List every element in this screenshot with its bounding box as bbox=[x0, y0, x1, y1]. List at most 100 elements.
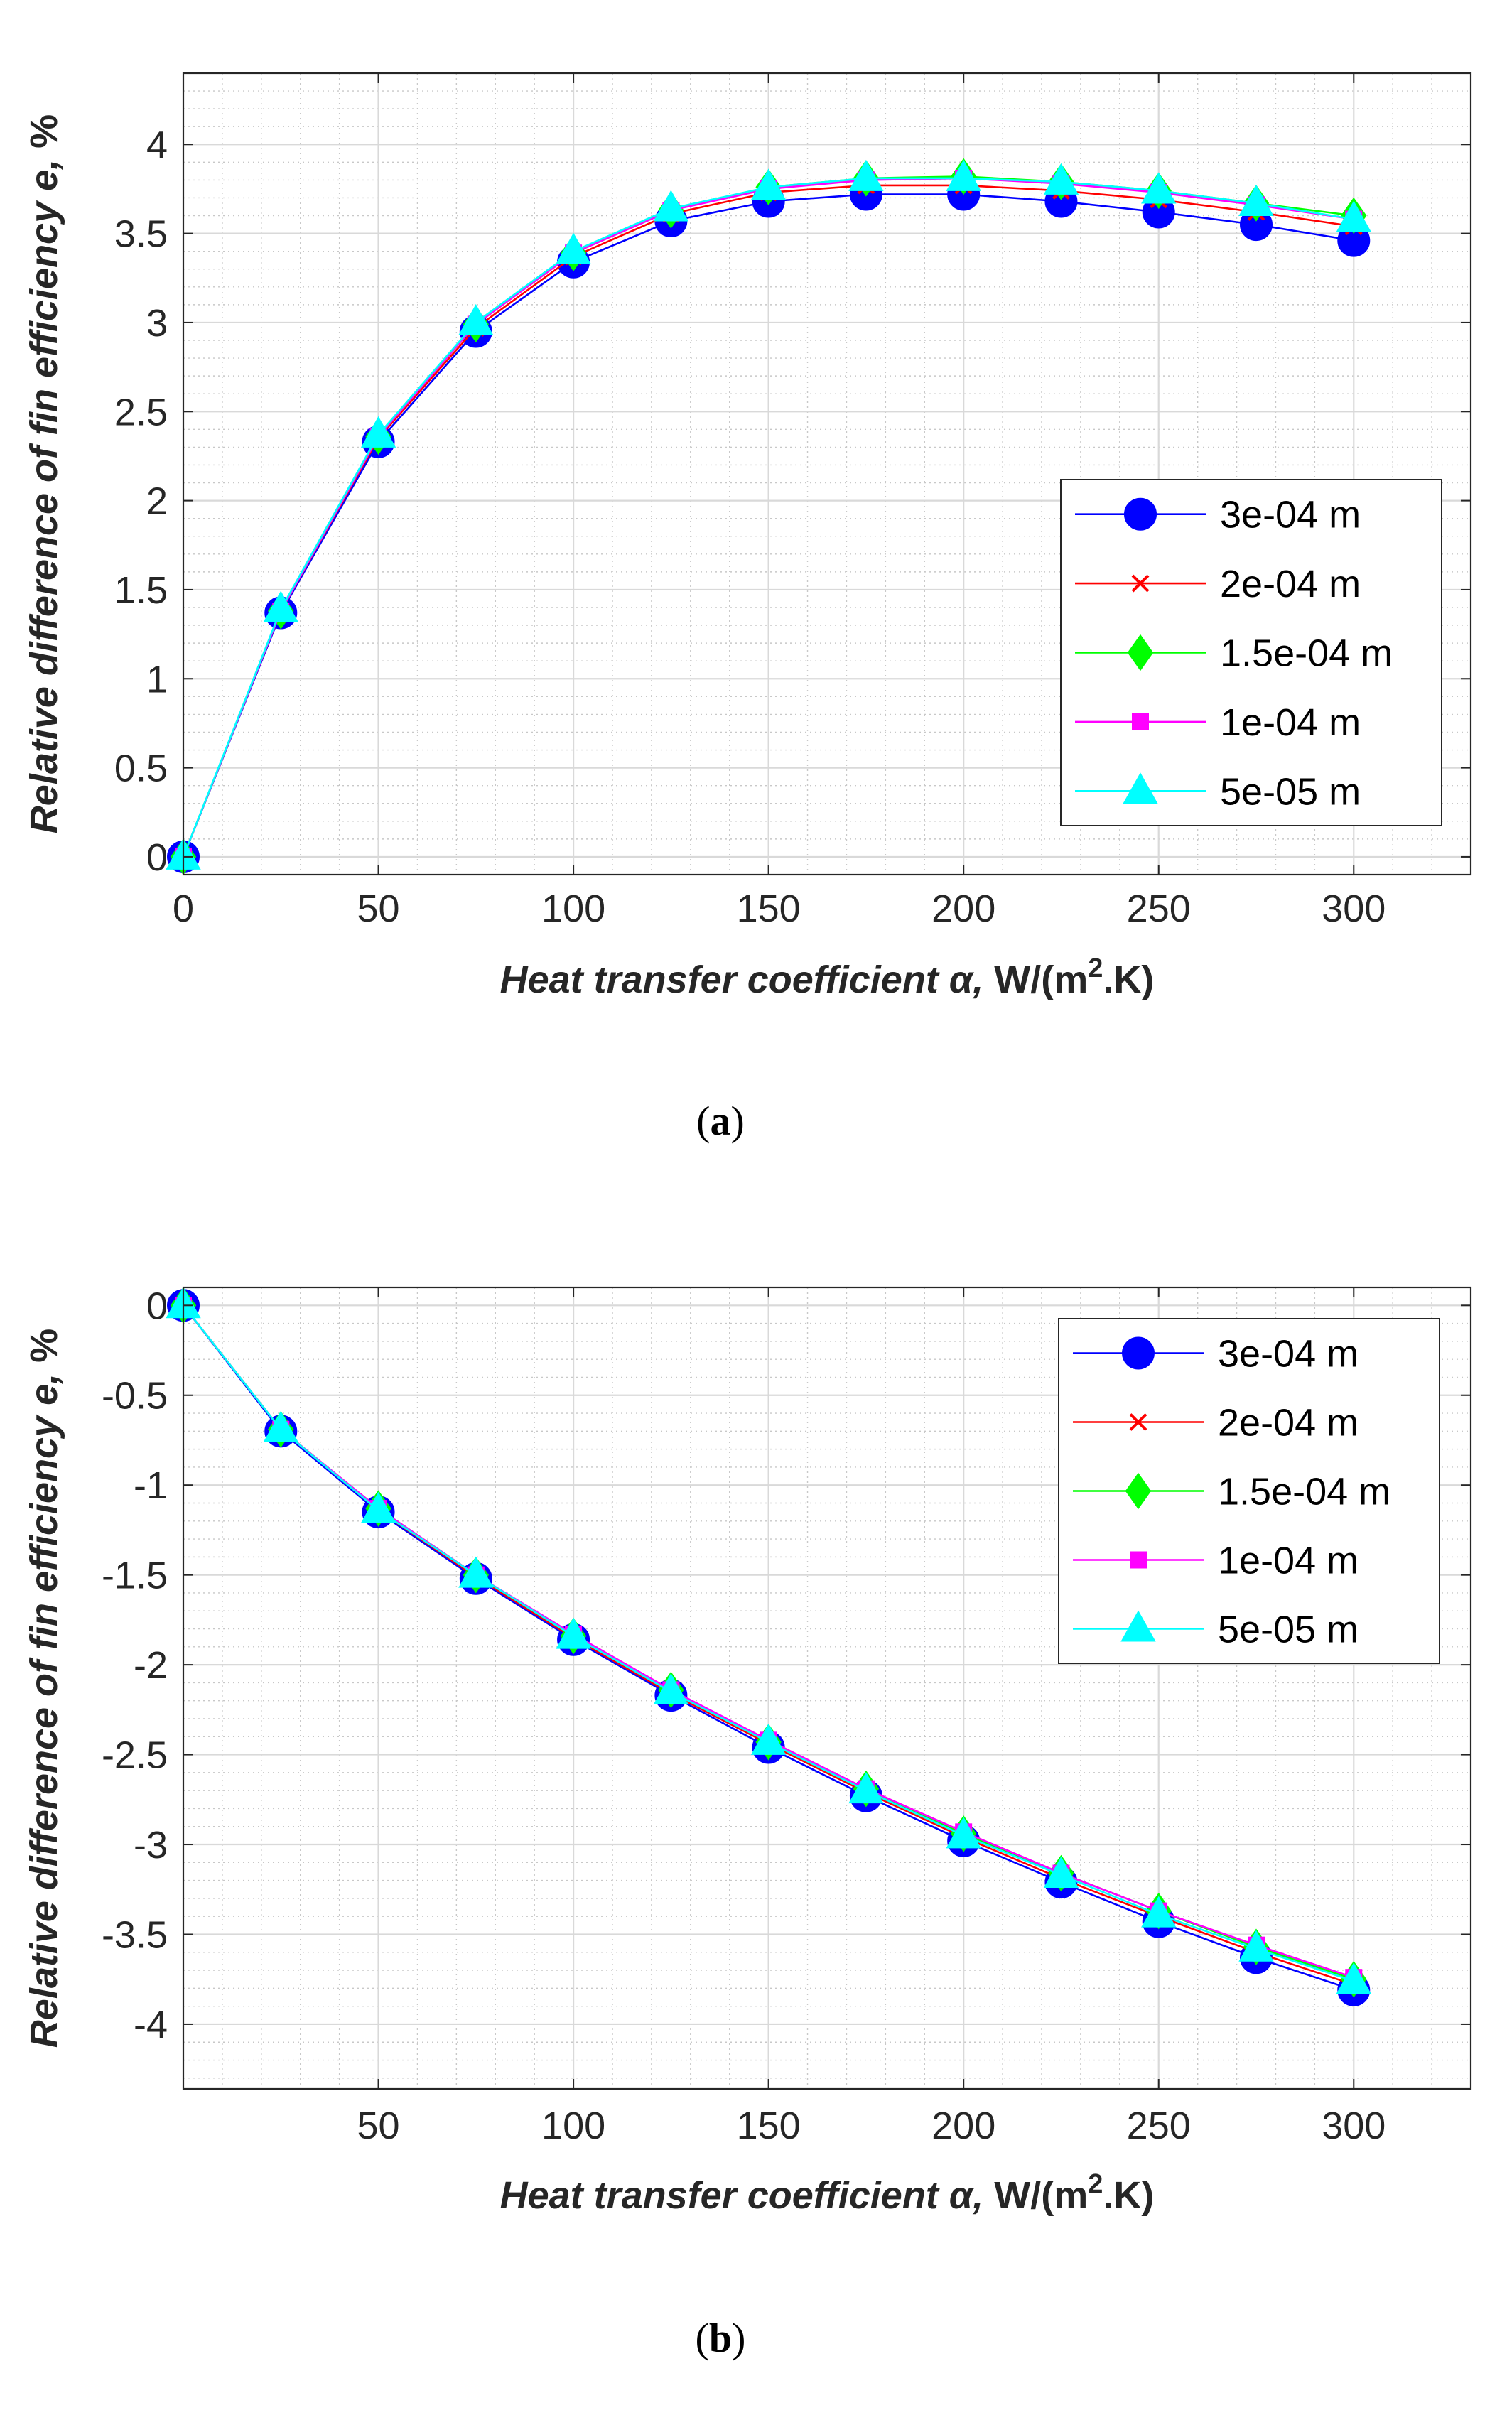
panel-caption: (b) bbox=[696, 2315, 746, 2361]
data-point bbox=[946, 1817, 981, 1849]
legend-marker bbox=[1124, 497, 1157, 531]
legend-marker bbox=[1130, 1551, 1147, 1569]
legend-marker bbox=[1122, 1336, 1155, 1370]
y-axis-title-italic: Relative difference of fin efficiency e, bbox=[23, 159, 65, 833]
data-point bbox=[1336, 1962, 1371, 1994]
legend-item: 1.5e-04 m bbox=[1075, 632, 1393, 675]
caption-open: ( bbox=[696, 1098, 710, 1144]
data-point bbox=[556, 1617, 591, 1649]
legend-marker bbox=[1132, 713, 1149, 730]
y-axis-title-italic: Relative difference of fin efficiency e, bbox=[23, 1373, 65, 2048]
data-point bbox=[1141, 1896, 1177, 1928]
legend-label: 2e-04 m bbox=[1220, 563, 1361, 605]
x-axis-title-unit: W/(m bbox=[983, 958, 1088, 1001]
y-tick-label: -0.5 bbox=[102, 1375, 168, 1417]
x-tick-label: 0 bbox=[173, 887, 194, 930]
data-point bbox=[458, 1556, 494, 1588]
y-tick-label: -3 bbox=[134, 1824, 168, 1866]
legend-item: 2e-04 m bbox=[1075, 563, 1361, 605]
legend: 3e-04 m 2e-04 m 1.5e-04 m 1e-04 m 5e-05 m bbox=[1058, 1318, 1440, 1664]
legend-marker bbox=[1127, 634, 1154, 671]
x-axis-title-superscript: 2 bbox=[1088, 953, 1103, 983]
data-point bbox=[1238, 1930, 1274, 1962]
x-tick-label: 50 bbox=[357, 2105, 400, 2147]
legend-marker bbox=[1123, 772, 1158, 804]
legend-item: 1e-04 m bbox=[1075, 701, 1361, 744]
legend-label: 3e-04 m bbox=[1220, 494, 1361, 536]
caption-open: ( bbox=[696, 2315, 709, 2361]
legend-marker bbox=[1120, 1610, 1156, 1642]
caption-letter: a bbox=[711, 1098, 731, 1144]
x-tick-label: 100 bbox=[541, 2105, 605, 2147]
y-tick-label: 2.5 bbox=[114, 391, 168, 433]
y-tick-label: 1 bbox=[146, 658, 168, 701]
x-tick-label: 300 bbox=[1322, 2105, 1386, 2147]
data-point bbox=[653, 1673, 689, 1705]
data-point bbox=[1238, 184, 1274, 216]
x-axis-title-unit: W/(m bbox=[983, 2174, 1088, 2217]
y-tick-label: 2 bbox=[146, 480, 168, 523]
legend-item: 1.5e-04 m bbox=[1073, 1471, 1390, 1513]
x-axis-title-unit-end: .K) bbox=[1103, 958, 1154, 1001]
x-axis-title-superscript: 2 bbox=[1088, 2169, 1103, 2199]
data-point bbox=[1336, 200, 1371, 232]
y-tick-label: -1.5 bbox=[102, 1555, 168, 1597]
caption-letter: b bbox=[709, 2315, 732, 2361]
caption-close: ) bbox=[731, 1098, 745, 1144]
data-point bbox=[1141, 172, 1177, 204]
axes-box bbox=[182, 1286, 1472, 2090]
legend-label: 1e-04 m bbox=[1220, 701, 1361, 744]
y-tick-label: -1 bbox=[134, 1464, 168, 1507]
y-tick-label: 0 bbox=[146, 836, 168, 879]
y-axis-title: Relative difference of fin efficiency e,… bbox=[23, 114, 65, 833]
y-axis-title-unit: % bbox=[23, 114, 65, 159]
y-axis-title-unit: % bbox=[23, 1329, 65, 1373]
legend-label: 5e-05 m bbox=[1218, 1609, 1359, 1651]
x-axis-title: Heat transfer coefficient α, W/(m2.K) bbox=[500, 953, 1155, 1001]
x-tick-label: 200 bbox=[932, 887, 995, 930]
legend-label: 1.5e-04 m bbox=[1218, 1471, 1390, 1513]
legend-item: 2e-04 m bbox=[1073, 1402, 1359, 1444]
x-tick-label: 200 bbox=[932, 2105, 995, 2147]
x-tick-label: 50 bbox=[357, 887, 400, 930]
data-point bbox=[750, 1723, 787, 1755]
x-axis-title-italic: Heat transfer coefficient α, bbox=[500, 958, 984, 1001]
data-point bbox=[848, 159, 884, 191]
data-point bbox=[1043, 163, 1079, 195]
legend: 3e-04 m 2e-04 m 1.5e-04 m 1e-04 m 5e-05 m bbox=[1060, 479, 1442, 826]
y-tick-label: 0 bbox=[146, 1285, 168, 1327]
legend-label: 2e-04 m bbox=[1218, 1402, 1359, 1444]
x-axis-title-italic: Heat transfer coefficient α, bbox=[500, 2174, 984, 2217]
y-tick-label: 1.5 bbox=[114, 569, 168, 612]
data-point bbox=[263, 590, 298, 622]
x-tick-label: 300 bbox=[1322, 887, 1386, 930]
x-axis-title-unit-end: .K) bbox=[1103, 2174, 1154, 2217]
x-tick-label: 250 bbox=[1127, 2105, 1191, 2147]
x-tick-label: 250 bbox=[1127, 887, 1191, 930]
y-tick-label: -2.5 bbox=[102, 1734, 168, 1777]
x-tick-label: 150 bbox=[737, 887, 801, 930]
legend-label: 5e-05 m bbox=[1220, 770, 1361, 813]
panel-caption: (a) bbox=[696, 1098, 745, 1144]
y-ticks: 0 0.5 1 1.5 2 2.5 3 3.5 4 bbox=[114, 124, 1471, 879]
data-point bbox=[653, 190, 689, 222]
legend-item: 5e-05 m bbox=[1075, 770, 1361, 813]
legend-marker bbox=[1125, 1472, 1152, 1510]
data-point bbox=[1043, 1856, 1079, 1889]
legend-label: 1.5e-04 m bbox=[1220, 632, 1393, 675]
legend-label: 3e-04 m bbox=[1218, 1333, 1359, 1376]
legend-item: 5e-05 m bbox=[1073, 1609, 1359, 1651]
chart-panel-b: 50 100 150 200 250 300 0 -0.5 -1 -1.5 -2 -2.5 -3 -3.5… bbox=[23, 1285, 1472, 2361]
legend-label: 1e-04 m bbox=[1218, 1540, 1359, 1582]
data-point bbox=[360, 1491, 396, 1523]
legend-item: 1e-04 m bbox=[1073, 1540, 1359, 1582]
y-axis-title: Relative difference of fin efficiency e,… bbox=[23, 1329, 65, 2048]
x-ticks: 0 50 100 150 200 250 300 bbox=[173, 73, 1386, 930]
y-tick-label: 0.5 bbox=[114, 747, 168, 790]
y-ticks: 0 -0.5 -1 -1.5 -2 -2.5 -3 -3.5 -4 bbox=[102, 1285, 1471, 2046]
y-tick-label: 3 bbox=[146, 302, 168, 345]
axes-box bbox=[182, 72, 1472, 876]
legend-item: 3e-04 m bbox=[1075, 494, 1361, 536]
data-point bbox=[263, 1410, 298, 1442]
data-point bbox=[458, 303, 494, 335]
